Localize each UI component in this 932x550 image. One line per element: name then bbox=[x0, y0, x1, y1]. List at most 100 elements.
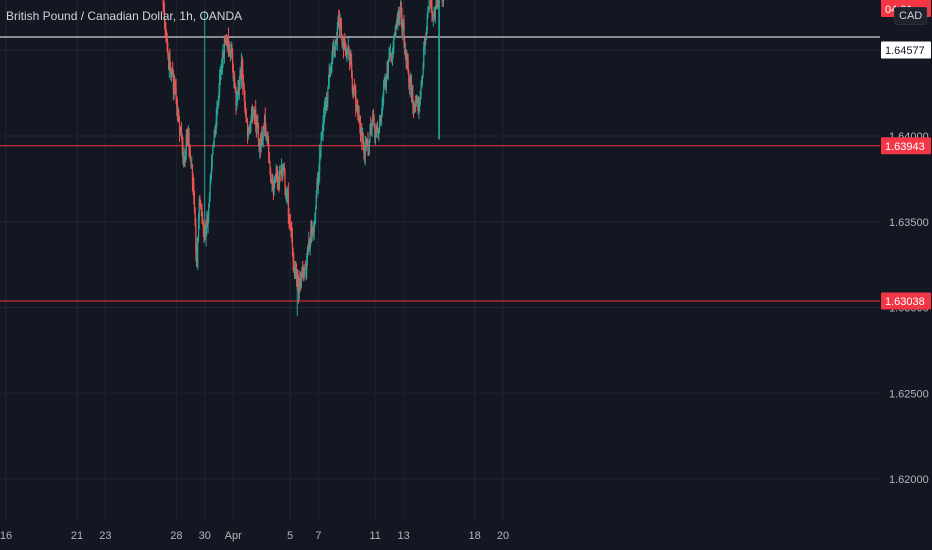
candle-body bbox=[399, 12, 401, 16]
candle-body bbox=[221, 65, 223, 68]
candle-body bbox=[236, 96, 238, 105]
candle-body bbox=[314, 215, 316, 223]
candle-body bbox=[167, 50, 169, 57]
candle-body bbox=[205, 226, 207, 238]
candle-body bbox=[310, 228, 312, 240]
candle-body bbox=[362, 134, 364, 144]
candle-body bbox=[321, 131, 323, 138]
candle-body bbox=[187, 132, 189, 138]
candle-body bbox=[354, 88, 356, 90]
candle-body bbox=[412, 105, 415, 110]
candle-body bbox=[295, 271, 297, 273]
candle-body bbox=[183, 156, 185, 159]
candle-body bbox=[364, 145, 366, 156]
candle-body bbox=[400, 2, 402, 18]
candle-body bbox=[253, 112, 255, 114]
candle-body bbox=[210, 177, 212, 182]
candle-body bbox=[349, 58, 351, 65]
price-axis[interactable]: 1.620001.625001.630001.635001.640001.645… bbox=[880, 0, 932, 550]
candle-body bbox=[409, 83, 411, 91]
price-axis-bg bbox=[880, 0, 932, 550]
grid bbox=[0, 0, 880, 522]
candle-body bbox=[416, 100, 418, 104]
candle-body bbox=[280, 166, 283, 174]
candle-body bbox=[346, 51, 349, 54]
candle-body bbox=[299, 279, 301, 281]
candle-body bbox=[251, 108, 253, 116]
candle-body bbox=[231, 50, 233, 53]
price-tick-label: 1.62000 bbox=[889, 474, 929, 486]
candle-body bbox=[406, 56, 408, 60]
time-axis[interactable]: 16 21 23 28 30 Apr 5 7 11 13 18 20 bbox=[0, 530, 509, 542]
candle-body bbox=[232, 63, 234, 80]
level-tag-white-bg bbox=[881, 41, 931, 59]
candle-body bbox=[172, 74, 174, 91]
candle-body bbox=[227, 37, 230, 47]
candle-body bbox=[293, 268, 296, 273]
candle-body bbox=[368, 151, 370, 154]
candle-body bbox=[275, 173, 277, 178]
candle-body bbox=[224, 35, 226, 40]
candle-body bbox=[276, 173, 278, 175]
candle-body bbox=[317, 179, 319, 185]
candle-body bbox=[372, 116, 375, 118]
candle-body bbox=[363, 152, 366, 156]
candle-body bbox=[283, 167, 285, 169]
candle-body bbox=[374, 133, 377, 138]
candle-body bbox=[201, 207, 203, 218]
candle-body bbox=[230, 50, 232, 59]
candle-body bbox=[170, 70, 172, 74]
candle-body bbox=[311, 232, 313, 234]
candle-body bbox=[225, 41, 228, 44]
candle-body bbox=[242, 69, 244, 85]
candle-body bbox=[271, 182, 273, 184]
candle-body bbox=[341, 35, 343, 46]
candle-body bbox=[192, 182, 194, 185]
candle-body bbox=[391, 50, 394, 56]
candle-body bbox=[434, 10, 436, 19]
candle-body bbox=[248, 130, 251, 133]
candle-body bbox=[284, 172, 286, 187]
candle-body bbox=[268, 143, 270, 154]
candle-body bbox=[279, 171, 281, 173]
candle-body bbox=[257, 122, 259, 127]
candle-body bbox=[335, 40, 337, 47]
candle-body bbox=[163, 11, 166, 23]
candle-body bbox=[365, 144, 367, 146]
candle-body bbox=[310, 228, 313, 233]
candle-body bbox=[177, 113, 179, 115]
candle-body bbox=[240, 61, 243, 80]
candle-body bbox=[332, 46, 334, 52]
candle-body bbox=[329, 71, 331, 76]
candle-body bbox=[398, 11, 400, 19]
candle-body bbox=[163, 6, 165, 12]
time-tick-label: 21 bbox=[71, 530, 83, 542]
candle-body bbox=[287, 192, 289, 194]
candle-body bbox=[175, 88, 177, 98]
currency-badge[interactable]: CAD bbox=[894, 7, 928, 25]
time-tick-label: 16 bbox=[0, 530, 12, 542]
candle-body bbox=[190, 161, 192, 167]
candle-body bbox=[338, 18, 340, 20]
candle-body bbox=[403, 22, 405, 43]
candle-body bbox=[375, 128, 377, 134]
candle-body bbox=[166, 38, 168, 51]
candle-body bbox=[404, 49, 407, 53]
candle-body bbox=[381, 100, 383, 114]
candle-body bbox=[289, 219, 291, 224]
candle-body bbox=[334, 46, 336, 50]
candle-body bbox=[355, 104, 358, 109]
candle-body bbox=[390, 53, 392, 56]
candle-body bbox=[332, 46, 334, 61]
candle-body bbox=[259, 143, 262, 148]
candle-body bbox=[272, 186, 275, 194]
candle-body bbox=[338, 18, 341, 30]
candle-body bbox=[408, 73, 410, 83]
candle-body bbox=[425, 38, 427, 40]
candle-body bbox=[189, 152, 191, 162]
time-tick-label: 18 bbox=[468, 530, 480, 542]
candle-body bbox=[233, 75, 235, 80]
candle-body bbox=[352, 90, 354, 96]
candle-body bbox=[199, 199, 201, 201]
